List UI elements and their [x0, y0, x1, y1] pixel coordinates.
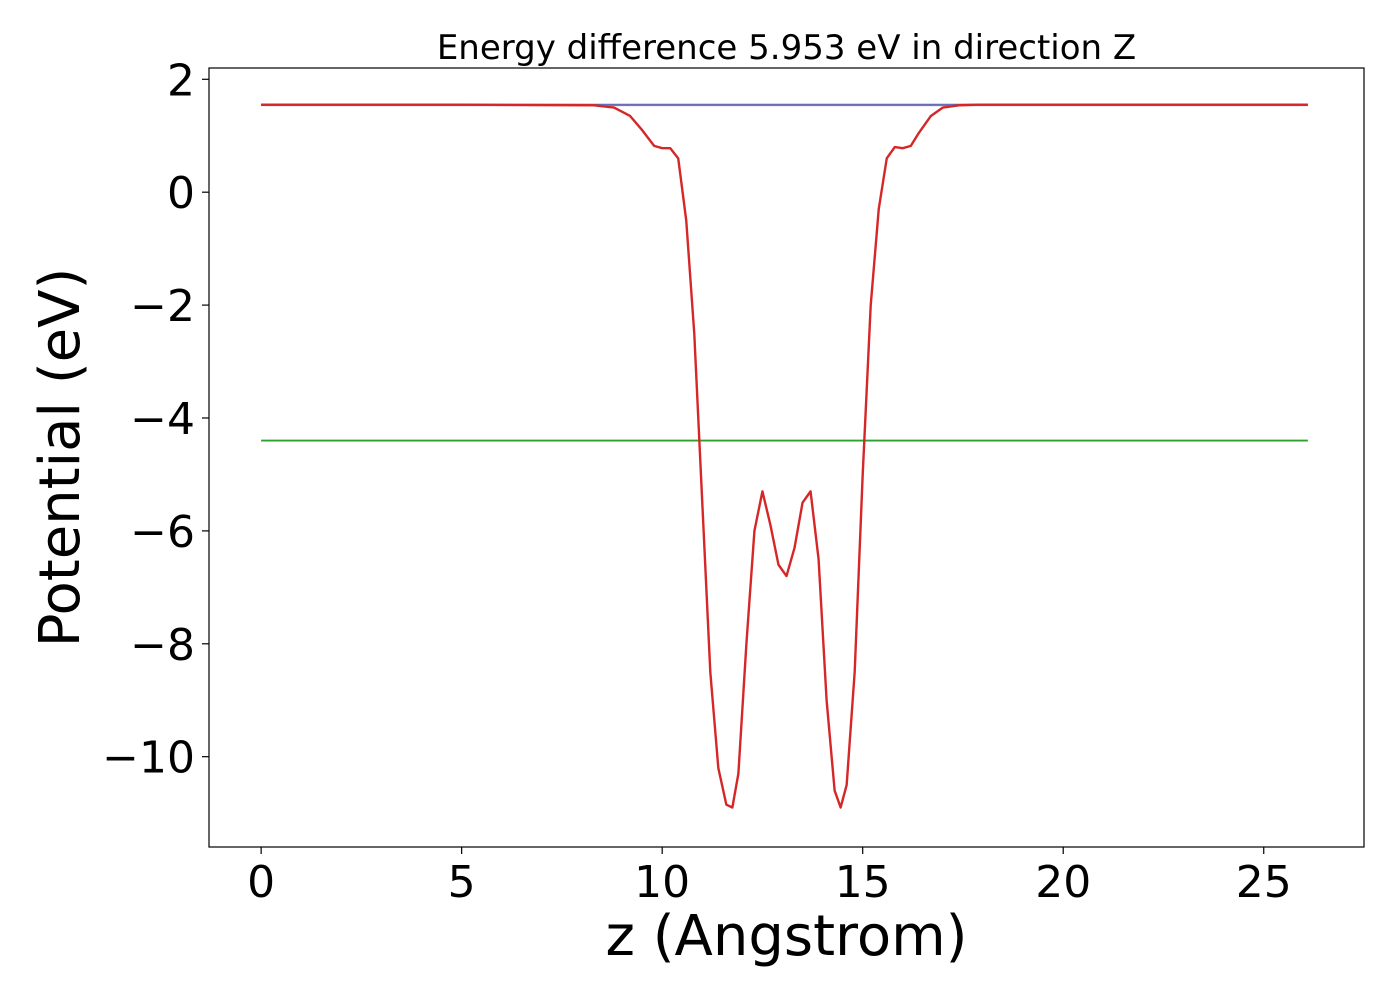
x-tick-label: 25 — [1236, 857, 1292, 908]
y-axis-label: Potential (eV) — [28, 268, 93, 648]
chart-title: Energy difference 5.953 eV in direction … — [437, 28, 1136, 68]
y-tick-label: −10 — [102, 733, 195, 784]
y-tick-label: −8 — [130, 620, 195, 671]
x-tick-label: 10 — [634, 857, 690, 908]
x-axis-ticks: 0 5 10 15 20 25 — [247, 847, 1292, 908]
x-tick-label: 5 — [448, 857, 476, 908]
y-tick-label: 2 — [167, 55, 195, 106]
x-tick-label: 20 — [1035, 857, 1091, 908]
x-axis-label: z (Angstrom) — [606, 904, 968, 969]
x-tick-label: 0 — [247, 857, 275, 908]
y-axis-ticks: 2 0 −2 −4 −6 −8 −10 — [102, 55, 209, 784]
y-tick-label: −2 — [130, 281, 195, 332]
plot-frame — [208, 67, 1365, 848]
plot-lines — [261, 103, 1308, 809]
y-tick-label: −4 — [130, 394, 195, 445]
y-tick-label: 0 — [167, 168, 195, 219]
y-tick-label: −6 — [130, 507, 195, 558]
x-tick-label: 15 — [835, 857, 891, 908]
series-line-3 — [261, 103, 1308, 809]
